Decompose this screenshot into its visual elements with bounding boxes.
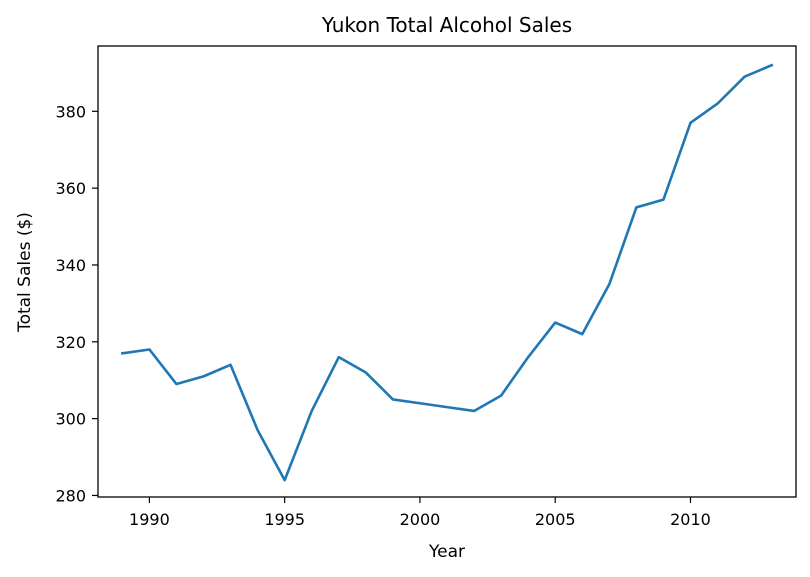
y-tick-label: 320 xyxy=(55,333,86,352)
plot-area xyxy=(97,45,797,498)
y-tick-label: 300 xyxy=(55,410,86,429)
x-tick-label: 2010 xyxy=(670,510,711,529)
x-tick-label: 2000 xyxy=(400,510,441,529)
x-axis-label: Year xyxy=(428,542,465,562)
y-tick-label: 280 xyxy=(55,486,86,505)
y-tick-label: 380 xyxy=(55,102,86,121)
chart-title: Yukon Total Alcohol Sales xyxy=(321,13,572,37)
y-tick-label: 360 xyxy=(55,179,86,198)
x-tick-label: 2005 xyxy=(535,510,576,529)
y-axis: 280 300 320 340 360 380 xyxy=(55,102,98,505)
x-tick-label: 1990 xyxy=(129,510,170,529)
y-tick-label: 340 xyxy=(55,256,86,275)
x-tick-label: 1995 xyxy=(264,510,305,529)
x-axis: 1990 1995 2000 2005 2010 xyxy=(129,497,711,529)
plot-frame xyxy=(97,45,797,498)
y-axis-label: Total Sales ($) xyxy=(15,212,35,333)
series-line xyxy=(120,63,774,482)
